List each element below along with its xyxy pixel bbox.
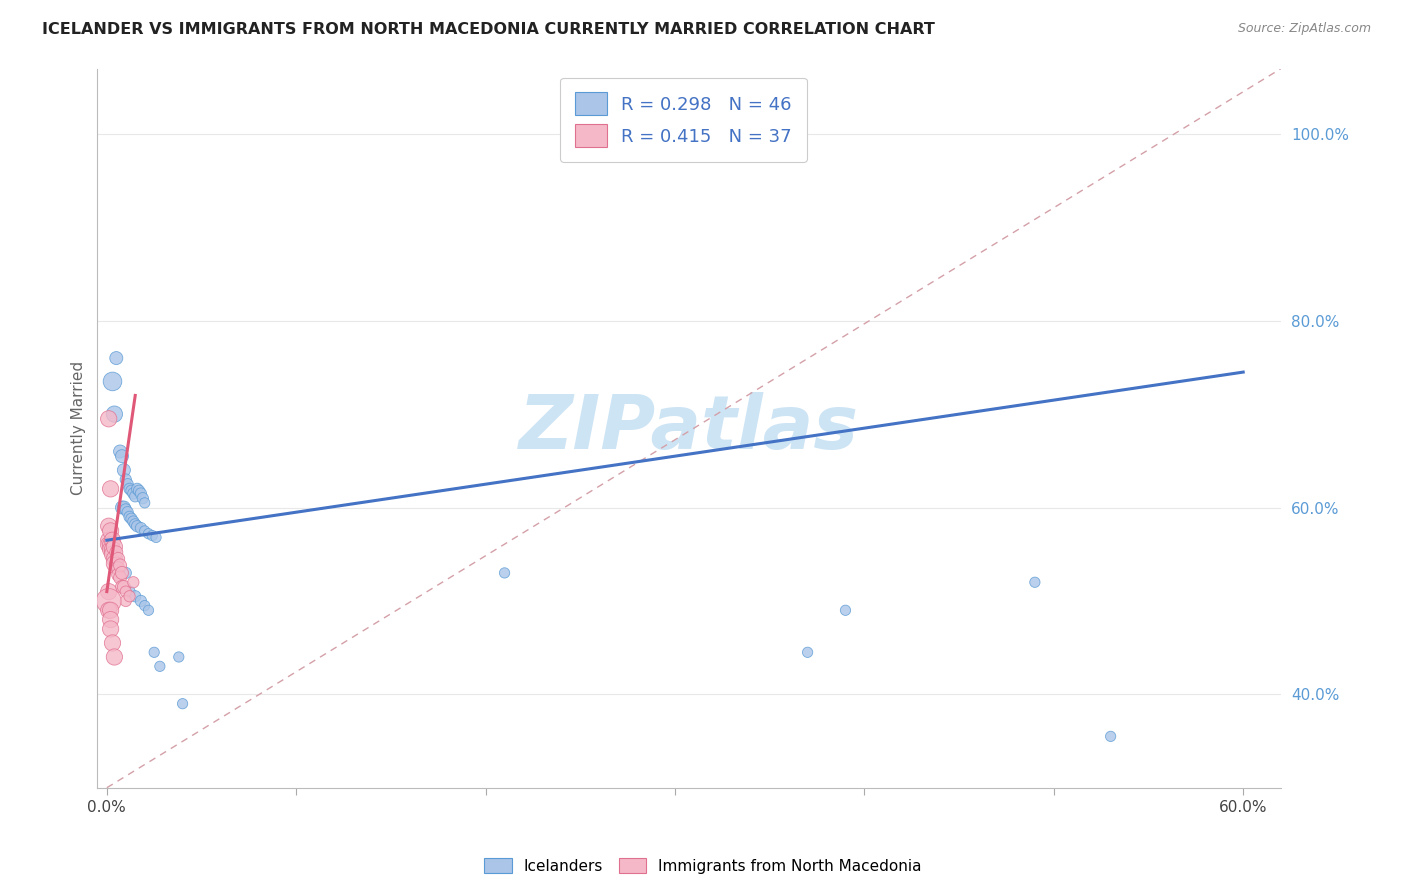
Text: ICELANDER VS IMMIGRANTS FROM NORTH MACEDONIA CURRENTLY MARRIED CORRELATION CHART: ICELANDER VS IMMIGRANTS FROM NORTH MACED… — [42, 22, 935, 37]
Point — [100, 603, 122, 617]
Point — [111, 566, 134, 580]
Point — [103, 557, 125, 571]
Legend: R = 0.298   N = 46, R = 0.415   N = 37: R = 0.298 N = 46, R = 0.415 N = 37 — [560, 78, 807, 161]
Point — [100, 542, 122, 557]
Point — [167, 650, 190, 665]
Point — [122, 575, 145, 590]
Point — [112, 500, 135, 515]
Point — [97, 584, 120, 599]
Point — [112, 580, 135, 594]
Point — [132, 491, 155, 506]
Point — [107, 561, 129, 575]
Point — [108, 444, 131, 458]
Point — [101, 375, 124, 389]
Point — [114, 473, 136, 487]
Point — [103, 552, 125, 566]
Point — [97, 603, 120, 617]
Point — [114, 584, 136, 599]
Point — [105, 557, 128, 571]
Point — [114, 502, 136, 516]
Point — [117, 505, 139, 519]
Point — [97, 538, 120, 552]
Point — [108, 571, 131, 585]
Point — [134, 496, 156, 510]
Point — [145, 530, 167, 544]
Point — [494, 566, 516, 580]
Point — [141, 528, 163, 542]
Point — [100, 622, 122, 636]
Point — [97, 594, 120, 608]
Point — [1024, 575, 1046, 590]
Point — [101, 547, 124, 561]
Point — [97, 412, 120, 426]
Point — [124, 589, 146, 603]
Point — [114, 594, 136, 608]
Point — [149, 659, 172, 673]
Point — [138, 603, 160, 617]
Point — [122, 486, 145, 500]
Point — [128, 483, 150, 498]
Point — [107, 552, 129, 566]
Point — [118, 584, 141, 599]
Point — [100, 538, 122, 552]
Legend: Icelanders, Immigrants from North Macedonia: Icelanders, Immigrants from North Macedo… — [478, 852, 928, 880]
Point — [100, 482, 122, 496]
Point — [112, 463, 135, 477]
Point — [122, 515, 145, 529]
Point — [101, 636, 124, 650]
Point — [118, 589, 141, 603]
Point — [103, 540, 125, 554]
Point — [118, 482, 141, 496]
Point — [1099, 730, 1122, 744]
Text: Source: ZipAtlas.com: Source: ZipAtlas.com — [1237, 22, 1371, 36]
Point — [138, 526, 160, 541]
Point — [111, 500, 134, 515]
Point — [172, 697, 194, 711]
Point — [129, 521, 152, 535]
Point — [111, 580, 134, 594]
Point — [97, 533, 120, 548]
Point — [101, 533, 124, 548]
Point — [97, 519, 120, 533]
Point — [108, 558, 131, 573]
Point — [105, 351, 128, 365]
Point — [114, 566, 136, 580]
Point — [103, 407, 125, 421]
Point — [124, 489, 146, 503]
Point — [129, 594, 152, 608]
Point — [105, 545, 128, 559]
Point — [103, 650, 125, 665]
Y-axis label: Currently Married: Currently Married — [72, 361, 86, 495]
Point — [111, 449, 134, 463]
Point — [127, 519, 149, 533]
Point — [117, 477, 139, 491]
Point — [100, 613, 122, 627]
Point — [100, 524, 122, 538]
Point — [129, 486, 152, 500]
Point — [127, 482, 149, 496]
Point — [124, 517, 146, 532]
Point — [796, 645, 818, 659]
Point — [105, 561, 128, 575]
Point — [134, 524, 156, 538]
Point — [834, 603, 856, 617]
Point — [101, 542, 124, 557]
Point — [120, 512, 142, 526]
Point — [134, 599, 156, 613]
Text: ZIPatlas: ZIPatlas — [519, 392, 859, 465]
Point — [120, 483, 142, 498]
Point — [143, 645, 166, 659]
Point — [118, 509, 141, 524]
Point — [107, 567, 129, 582]
